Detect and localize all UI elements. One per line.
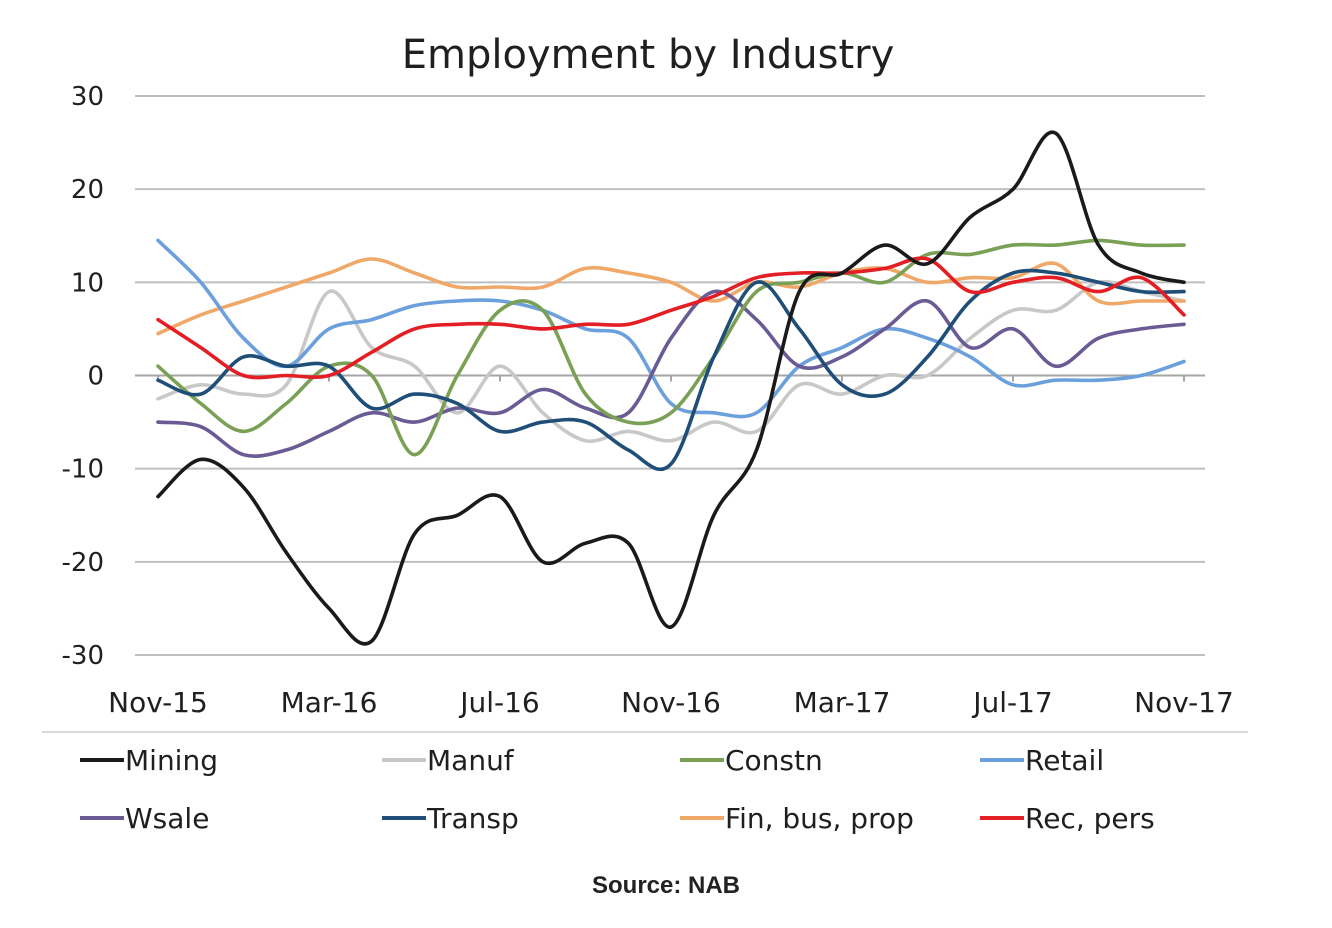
series-line-constn [156,238,1186,457]
x-tick-label: Mar-17 [794,686,891,719]
y-axis-ticks: 30 20 10 0 -10 -20 -30 [62,82,104,671]
y-tick-label: 0 [87,362,104,392]
series-line-fin-bus-prop [156,257,1186,336]
series-line-retail [156,238,1186,419]
legend-label: Mining [125,744,218,777]
x-tick-label: Nov-16 [621,686,721,719]
x-tick-label: Mar-16 [281,686,378,719]
y-tick-label: -30 [62,641,104,671]
y-tick-label: -20 [62,548,104,578]
series-lines [156,130,1186,646]
y-tick-label: 20 [71,175,104,205]
legend-label: Rec, pers [1025,802,1155,835]
series-line-manuf [156,279,1186,443]
legend-label: Constn [725,744,823,777]
legend-label: Fin, bus, prop [725,802,914,835]
employment-line-chart: Employment by Industry 3020100-10-20-30 … [42,32,1248,835]
chart-title: Employment by Industry [402,32,895,78]
legend-label: Wsale [125,802,209,835]
series-line-mining [156,130,1186,646]
series-line-transp [156,268,1186,472]
x-tick-label: Nov-15 [108,686,208,719]
series-line-wsale [156,289,1186,458]
legend-label: Retail [1025,744,1104,777]
legend-label: Transp [426,802,519,835]
x-tick-label: Jul-17 [971,686,1053,719]
y-tick-label: 30 [71,82,104,112]
y-tick-label: 10 [71,268,104,298]
x-axis-ticks: Nov-15 Mar-16 Jul-16 Nov-16 Mar-17 Jul-17 Nov-… [108,686,1234,719]
x-tick-label: Nov-17 [1134,686,1234,719]
x-tick-label: Jul-16 [458,686,540,719]
series-line-rec-pers [156,256,1186,380]
y-tick-label: -10 [62,455,104,485]
source-note: Source: NAB [591,872,741,899]
legend: Mining Manuf Constn Retail Wsale Transp Fin, b… [80,744,1155,835]
legend-label: Manuf [427,744,515,777]
